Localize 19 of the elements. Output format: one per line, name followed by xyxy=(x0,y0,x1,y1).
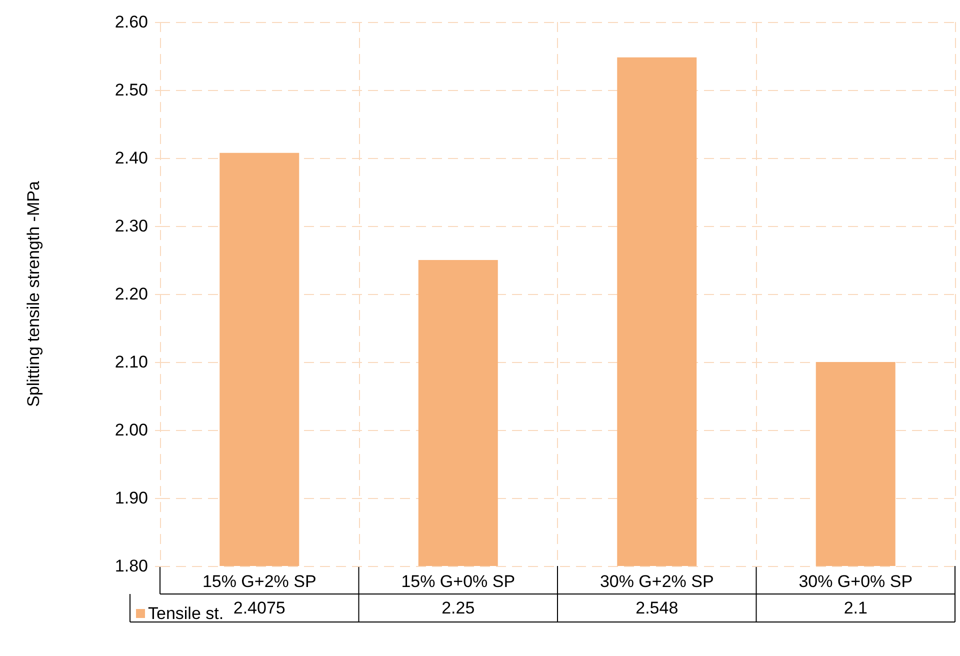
y-tick-label: 2.30 xyxy=(114,216,148,236)
x-tick-label: 15% G+0% SP xyxy=(401,572,516,591)
data-label: 2.548 xyxy=(636,598,678,618)
y-tick-label: 2.10 xyxy=(114,352,148,372)
data-label: 2.25 xyxy=(442,598,475,618)
y-tick-label: 1.90 xyxy=(114,488,148,508)
y-tick-label: 2.20 xyxy=(114,284,148,304)
x-tick-label: 15% G+2% SP xyxy=(202,572,316,591)
x-tick-label: 30% G+0% SP xyxy=(798,572,913,591)
data-label: 2.1 xyxy=(844,598,868,618)
y-tick-label: 2.40 xyxy=(114,148,148,168)
data-label: 2.4075 xyxy=(233,598,286,618)
y-axis-title: Splitting tensile strength -MPa xyxy=(24,180,43,407)
y-tick-label: 2.60 xyxy=(114,12,148,32)
y-tick-label: 1.80 xyxy=(114,556,148,576)
legend-label: Tensile st. xyxy=(148,604,224,623)
x-tick-label: 30% G+2% SP xyxy=(600,572,714,591)
y-tick-label: 2.50 xyxy=(114,80,148,100)
y-tick-label: 2.00 xyxy=(114,420,148,440)
